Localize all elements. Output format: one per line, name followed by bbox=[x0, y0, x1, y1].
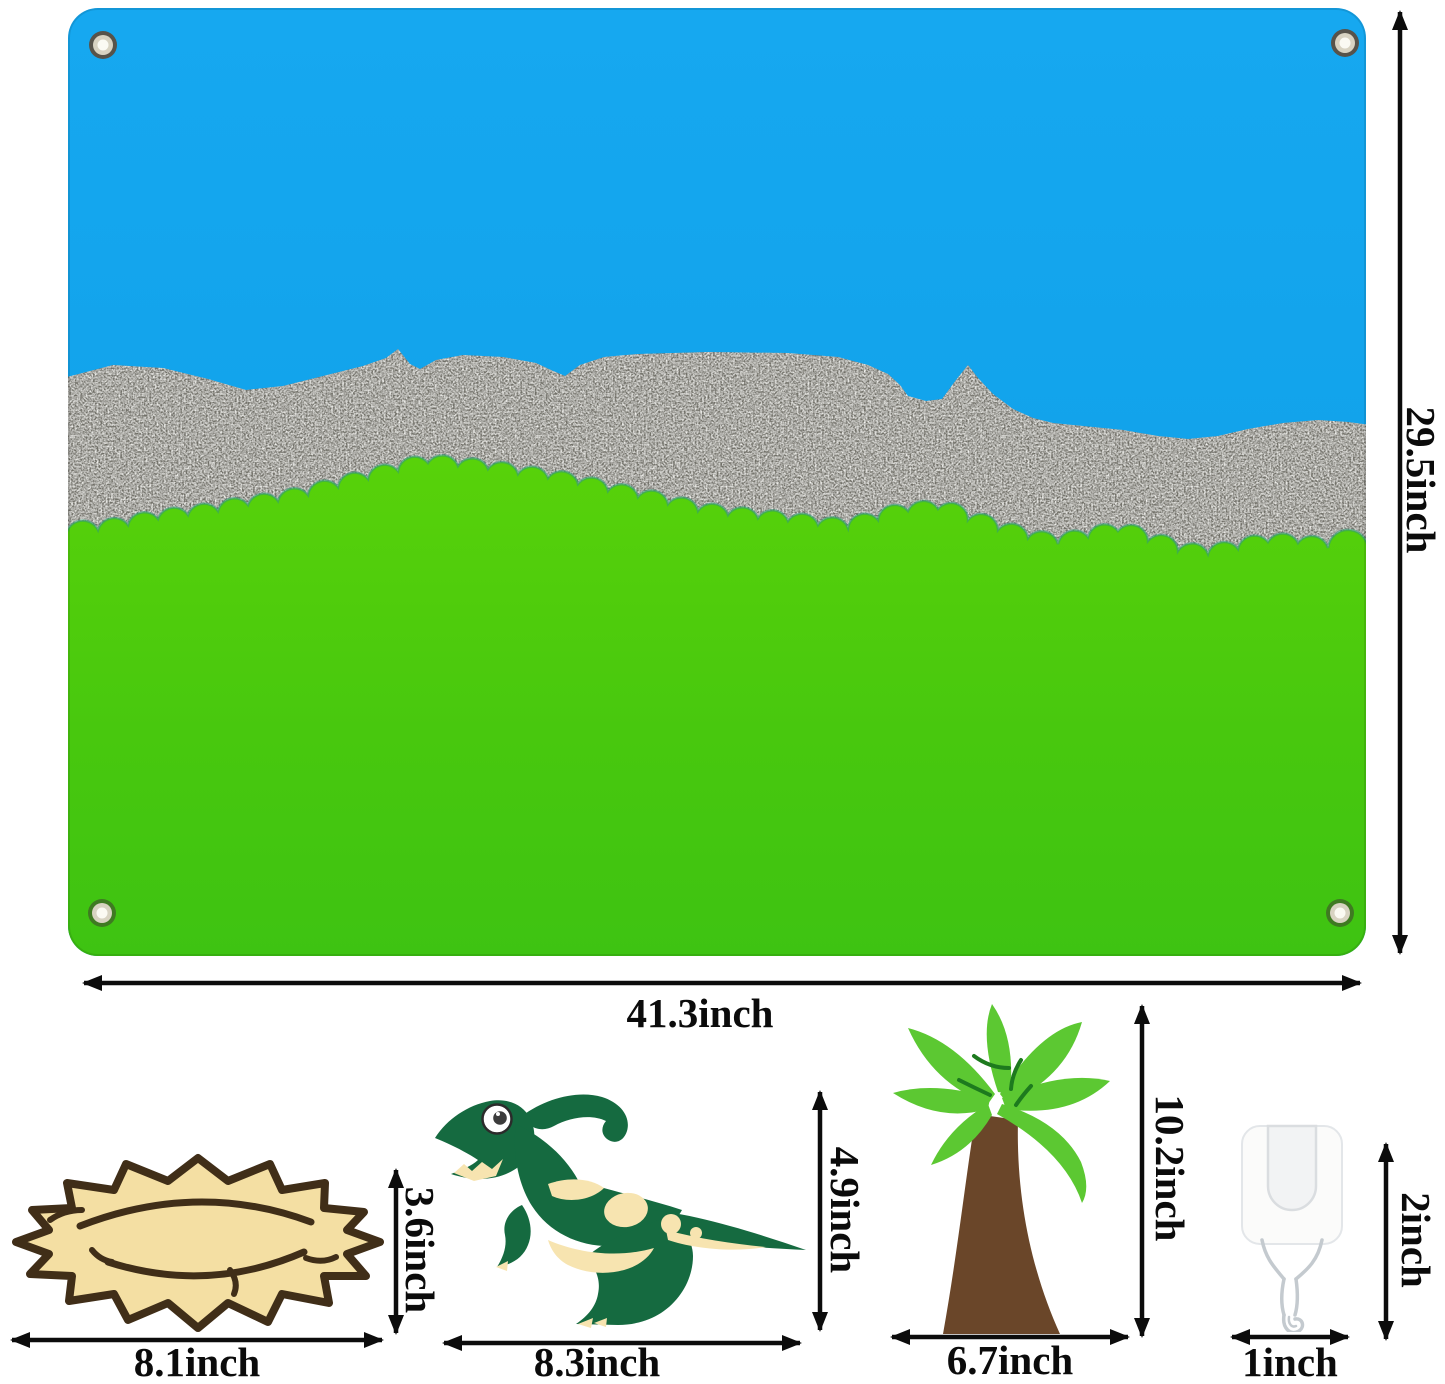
dinosaur-teeth bbox=[454, 1159, 503, 1181]
board-height-label: 29.5inch bbox=[1398, 406, 1444, 554]
nest-width-label: 8.1inch bbox=[133, 1339, 261, 1384]
palm-width-label: 6.7inch bbox=[946, 1337, 1074, 1383]
palm-tree-felt-piece bbox=[880, 1002, 1125, 1342]
dinosaur-hind-leg bbox=[576, 1220, 693, 1325]
felt-grass bbox=[68, 454, 1366, 956]
palm-height-label: 10.2inch bbox=[1147, 1094, 1193, 1242]
hook-plate-ridge bbox=[1266, 1124, 1318, 1212]
dinosaur-belly bbox=[548, 1240, 654, 1273]
nest-rim-line bbox=[76, 1198, 315, 1230]
dinosaur-height-label: 4.9inch bbox=[822, 1146, 868, 1274]
grommet-bottom-left bbox=[88, 899, 116, 927]
palm-leaf-veins bbox=[957, 1054, 1033, 1107]
dinosaur-eye bbox=[481, 1103, 513, 1135]
board-edge bbox=[68, 8, 1366, 956]
adhesive-hook bbox=[1226, 1122, 1361, 1332]
nest-felt-piece bbox=[8, 1150, 390, 1336]
hook-height-label: 2inch bbox=[1393, 1192, 1439, 1288]
dinosaur-felt-piece bbox=[430, 1092, 815, 1337]
dinosaur-width-label: 8.3inch bbox=[533, 1339, 661, 1384]
dinosaur-graphic bbox=[435, 1094, 806, 1328]
grommet-top-left bbox=[89, 31, 117, 59]
dinosaur-crest bbox=[522, 1094, 628, 1142]
dinosaur-spot bbox=[604, 1192, 648, 1228]
hook-wire bbox=[1260, 1238, 1324, 1332]
felt-board bbox=[68, 8, 1366, 956]
palm-trunk bbox=[943, 1114, 1060, 1334]
grommet-bottom-right bbox=[1326, 899, 1354, 927]
hook-width-label: 1inch bbox=[1242, 1339, 1338, 1384]
board-width-label: 41.3inch bbox=[626, 990, 774, 1036]
nest-height-label: 3.6inch bbox=[397, 1186, 443, 1314]
dinosaur-arm bbox=[497, 1205, 531, 1267]
palm-tree-graphic bbox=[893, 1004, 1110, 1334]
felt-board-scene bbox=[68, 8, 1366, 956]
hook-graphic bbox=[1241, 1124, 1343, 1332]
nest-graphic bbox=[12, 1154, 384, 1332]
grommet-top-right bbox=[1331, 29, 1359, 57]
